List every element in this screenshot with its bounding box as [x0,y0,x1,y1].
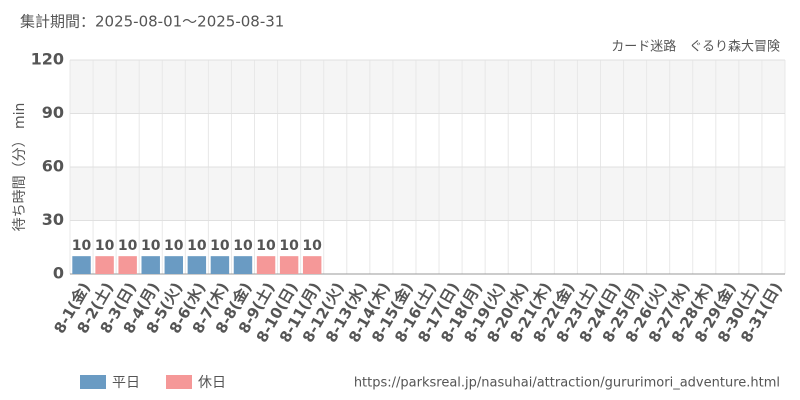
legend-label: 休日 [198,375,226,391]
legend-swatch [80,375,106,389]
data-label: 10 [279,238,299,254]
bar [210,256,230,274]
plot-band [70,60,785,114]
data-label: 10 [118,238,138,254]
legend-label: 平日 [112,375,140,391]
bar [72,256,91,274]
data-label: 10 [302,238,322,254]
y-tick-label: 60 [42,157,64,176]
chart-title: 集計期間：2025-08-01～2025-08-31 [20,13,284,31]
data-label: 10 [164,238,184,254]
bar [279,256,299,274]
data-label: 10 [256,238,276,254]
source-url: https://parksreal.jp/nasuhai/attraction/… [354,376,780,391]
data-label: 10 [141,238,161,254]
data-label: 10 [72,238,92,254]
data-label: 10 [95,238,115,254]
bar [256,256,276,274]
data-label: 10 [233,238,253,254]
y-axis-label: 待ち時間（分） min [12,103,28,232]
bar [187,256,207,274]
y-tick-label: 0 [53,264,64,283]
data-label: 10 [210,238,230,254]
y-tick-label: 30 [42,210,64,229]
data-label: 10 [187,238,207,254]
bar [302,256,322,274]
bar [164,256,184,274]
plot-band [70,167,785,221]
bar [118,256,137,274]
y-tick-label: 120 [31,50,64,69]
bar [233,256,253,274]
bar [95,256,114,274]
y-tick-label: 90 [42,103,64,122]
bar [141,256,160,274]
legend-swatch [166,375,192,389]
chart-subtitle: カード迷路 ぐるり森大冒険 [611,39,780,55]
